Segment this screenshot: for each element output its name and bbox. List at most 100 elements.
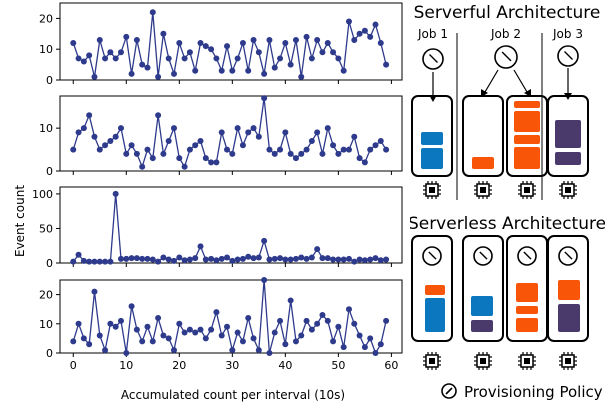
data-point bbox=[308, 138, 315, 144]
data-point bbox=[197, 40, 204, 47]
data-point bbox=[292, 255, 299, 262]
data-point bbox=[75, 129, 82, 136]
data-point bbox=[133, 36, 140, 43]
data-point bbox=[70, 338, 77, 345]
data-point bbox=[345, 146, 352, 153]
data-point bbox=[250, 335, 257, 342]
data-point bbox=[324, 317, 331, 324]
data-point bbox=[224, 323, 231, 330]
data-point bbox=[314, 36, 321, 43]
y-tick-label: 50 bbox=[39, 222, 53, 235]
job1-label: Job 1 bbox=[417, 27, 448, 41]
data-point bbox=[266, 350, 273, 356]
block-orange bbox=[558, 280, 580, 300]
data-point bbox=[171, 347, 177, 354]
data-point bbox=[70, 146, 77, 153]
chart-panel-1: 0 10 20 bbox=[39, 2, 403, 87]
block-orange bbox=[516, 318, 538, 332]
data-point bbox=[186, 256, 193, 263]
serverful-title: Serverful Architecture bbox=[414, 3, 601, 23]
data-point bbox=[117, 255, 124, 262]
data-point bbox=[245, 67, 252, 74]
data-point bbox=[383, 146, 390, 153]
data-point bbox=[292, 36, 299, 43]
cpu-chip-icon bbox=[559, 352, 577, 370]
data-point bbox=[149, 9, 156, 16]
data-point bbox=[282, 40, 289, 47]
data-point bbox=[351, 258, 358, 265]
job2-label: Job 2 bbox=[490, 27, 521, 41]
data-point bbox=[80, 125, 87, 132]
data-point bbox=[372, 350, 379, 356]
data-point bbox=[133, 150, 140, 157]
data-point bbox=[75, 320, 82, 327]
data-point bbox=[176, 40, 183, 47]
cpu-chip-icon bbox=[474, 181, 492, 199]
data-point bbox=[224, 43, 231, 50]
data-point bbox=[266, 146, 273, 153]
data-point bbox=[367, 335, 374, 342]
data-point bbox=[133, 255, 140, 262]
data-point bbox=[213, 309, 220, 316]
data-point bbox=[218, 129, 225, 136]
data-point bbox=[160, 254, 167, 261]
data-point bbox=[70, 258, 77, 265]
data-point bbox=[123, 150, 130, 157]
data-point bbox=[287, 150, 294, 157]
cpu-chip-icon bbox=[423, 181, 441, 199]
data-point bbox=[160, 332, 167, 339]
data-point bbox=[298, 150, 305, 157]
data-point bbox=[377, 257, 384, 264]
data-point bbox=[80, 257, 87, 264]
data-point bbox=[356, 332, 363, 339]
data-point bbox=[128, 142, 135, 149]
data-point bbox=[229, 257, 236, 264]
legend-label: Provisioning Policy bbox=[464, 383, 603, 401]
series-line bbox=[72, 193, 387, 263]
data-point bbox=[287, 256, 294, 263]
data-point bbox=[356, 30, 363, 37]
data-point bbox=[208, 46, 215, 53]
data-point bbox=[324, 125, 331, 132]
data-point bbox=[383, 61, 390, 68]
serverless-title: Serverless Architecture bbox=[410, 214, 605, 234]
data-point bbox=[160, 150, 167, 157]
data-point bbox=[372, 21, 379, 28]
data-point bbox=[330, 142, 337, 149]
data-point bbox=[176, 155, 183, 162]
data-point bbox=[202, 335, 209, 342]
data-point bbox=[75, 55, 82, 62]
compass-icon bbox=[422, 48, 444, 70]
data-point bbox=[133, 326, 140, 333]
arrow-job2-right bbox=[513, 69, 528, 93]
data-point bbox=[345, 255, 352, 262]
compass-icon bbox=[494, 45, 518, 69]
data-point bbox=[91, 288, 98, 295]
data-point bbox=[356, 155, 363, 162]
data-point bbox=[372, 142, 379, 149]
data-point bbox=[107, 49, 114, 56]
data-point bbox=[292, 338, 299, 345]
data-point bbox=[91, 133, 98, 140]
data-point bbox=[149, 338, 156, 345]
block-blue bbox=[471, 296, 493, 316]
compass-icon bbox=[557, 45, 579, 67]
data-point bbox=[314, 246, 321, 253]
data-point bbox=[308, 326, 315, 333]
data-point bbox=[335, 150, 342, 157]
data-point bbox=[123, 33, 130, 40]
data-point bbox=[335, 256, 342, 263]
data-point bbox=[112, 323, 119, 330]
y-tick-label: 10 bbox=[39, 122, 53, 135]
data-point bbox=[340, 344, 347, 351]
data-point bbox=[123, 255, 130, 262]
data-point bbox=[234, 329, 241, 336]
data-point bbox=[282, 129, 289, 136]
data-point bbox=[271, 329, 278, 336]
data-point bbox=[128, 303, 135, 310]
plot-frame bbox=[59, 279, 403, 354]
data-point bbox=[277, 317, 284, 324]
data-point bbox=[330, 256, 337, 263]
compass-icon bbox=[517, 246, 537, 266]
data-point bbox=[361, 344, 368, 351]
